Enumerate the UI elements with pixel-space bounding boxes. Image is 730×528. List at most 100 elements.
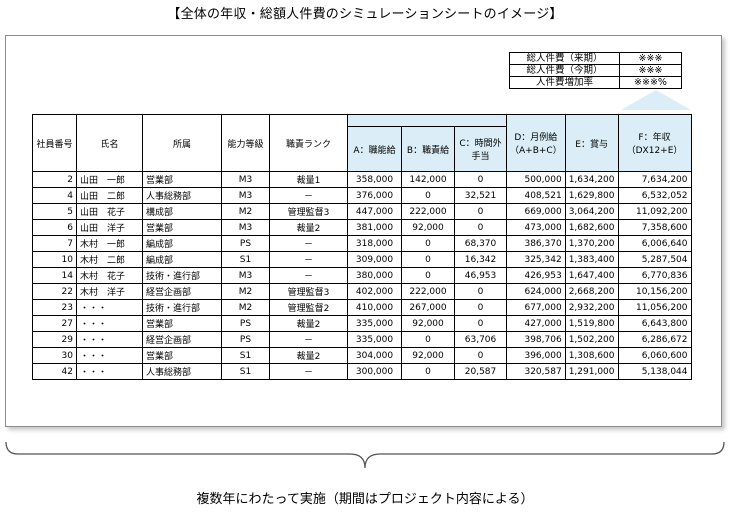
cell-c: 0 bbox=[454, 171, 507, 188]
cell-name: ・・・ bbox=[76, 363, 143, 380]
cell-f: 6,286,672 bbox=[617, 331, 692, 348]
summary-value: ※※※ bbox=[619, 52, 682, 65]
cell-dept: 構成部 bbox=[142, 203, 222, 220]
cell-dept: 編成部 bbox=[142, 235, 222, 252]
cell-a: 402,000 bbox=[347, 283, 402, 300]
summary-row: 総人件費（今期） ※※※ bbox=[509, 64, 682, 77]
header-e: E：賞与 bbox=[564, 114, 619, 172]
cell-a: 335,000 bbox=[347, 331, 402, 348]
cell-id: 14 bbox=[32, 267, 77, 284]
table-row: 42 ・・・ 人事総務部 S1 － 300,000 0 20,587 320,587 1,291,… bbox=[32, 363, 692, 380]
up-arrow-icon bbox=[621, 90, 691, 110]
cell-grade: PS bbox=[221, 315, 270, 332]
cell-id: 5 bbox=[32, 203, 77, 220]
cell-grade: S1 bbox=[221, 347, 270, 364]
brace-icon bbox=[5, 441, 725, 469]
cell-rank: 裁量1 bbox=[269, 171, 348, 188]
header-grade: 能力等級 bbox=[221, 114, 270, 172]
cell-id: 22 bbox=[32, 283, 77, 300]
cell-c: 63,706 bbox=[454, 331, 507, 348]
cell-d: 473,000 bbox=[506, 219, 566, 236]
cell-grade: M3 bbox=[221, 267, 270, 284]
cell-rank: 管理監督2 bbox=[269, 299, 348, 316]
header-d: D：月例給（A+B+C） bbox=[506, 114, 566, 172]
cell-e: 1,647,400 bbox=[564, 267, 619, 284]
cell-id: 7 bbox=[32, 235, 77, 252]
cell-f: 11,056,200 bbox=[617, 299, 692, 316]
cell-dept: 経営企画部 bbox=[142, 331, 222, 348]
cell-c: 46,953 bbox=[454, 267, 507, 284]
table-row: 2 山田 一郎 営業部 M3 裁量1 358,000 142,000 0 500,000 1,63… bbox=[32, 171, 692, 188]
cell-c: 0 bbox=[454, 347, 507, 364]
cell-a: 381,000 bbox=[347, 219, 402, 236]
cell-d: 408,521 bbox=[506, 187, 566, 204]
cell-c: 0 bbox=[454, 299, 507, 316]
cell-grade: M3 bbox=[221, 187, 270, 204]
cell-e: 1,291,000 bbox=[564, 363, 619, 380]
cell-e: 1,634,200 bbox=[564, 171, 619, 188]
cell-dept: 人事総務部 bbox=[142, 187, 222, 204]
cell-c: 0 bbox=[454, 283, 507, 300]
cell-c: 68,370 bbox=[454, 235, 507, 252]
cell-d: 500,000 bbox=[506, 171, 566, 188]
header-group-spacer bbox=[347, 114, 507, 127]
cell-id: 6 bbox=[32, 219, 77, 236]
cell-id: 23 bbox=[32, 299, 77, 316]
cell-d: 398,706 bbox=[506, 331, 566, 348]
cell-e: 1,370,200 bbox=[564, 235, 619, 252]
cell-e: 1,502,200 bbox=[564, 331, 619, 348]
cell-d: 386,370 bbox=[506, 235, 566, 252]
cell-d: 325,342 bbox=[506, 251, 566, 268]
cell-dept: 人事総務部 bbox=[142, 363, 222, 380]
cell-e: 1,629,800 bbox=[564, 187, 619, 204]
cell-f: 6,060,600 bbox=[617, 347, 692, 364]
header-b: B：職責給 bbox=[401, 126, 455, 172]
cell-b: 142,000 bbox=[401, 171, 455, 188]
cell-b: 222,000 bbox=[401, 203, 455, 220]
cell-b: 0 bbox=[401, 267, 455, 284]
cell-id: 10 bbox=[32, 251, 77, 268]
cell-e: 2,668,200 bbox=[564, 283, 619, 300]
table-row: 6 山田 洋子 営業部 M3 裁量2 381,000 92,000 0 473,000 1,682… bbox=[32, 219, 692, 236]
cell-b: 0 bbox=[401, 235, 455, 252]
cell-c: 0 bbox=[454, 315, 507, 332]
cell-b: 0 bbox=[401, 363, 455, 380]
cell-e: 1,383,400 bbox=[564, 251, 619, 268]
cell-name: ・・・ bbox=[76, 331, 143, 348]
cell-c: 0 bbox=[454, 203, 507, 220]
cell-a: 335,000 bbox=[347, 315, 402, 332]
cell-e: 1,308,600 bbox=[564, 347, 619, 364]
cell-name: 木村 一郎 bbox=[76, 235, 143, 252]
cell-grade: M2 bbox=[221, 299, 270, 316]
cell-c: 0 bbox=[454, 219, 507, 236]
cell-f: 6,770,836 bbox=[617, 267, 692, 284]
header-c: C：時間外手当 bbox=[454, 126, 507, 172]
cell-rank: － bbox=[269, 235, 348, 252]
cell-e: 1,519,800 bbox=[564, 315, 619, 332]
cell-b: 0 bbox=[401, 331, 455, 348]
table-row: 30 ・・・ 営業部 S1 裁量2 304,000 92,000 0 396,000 1,308,… bbox=[32, 347, 692, 364]
cell-name: 木村 花子 bbox=[76, 267, 143, 284]
cell-c: 16,342 bbox=[454, 251, 507, 268]
cell-name: 山田 一郎 bbox=[76, 171, 143, 188]
cell-grade: PS bbox=[221, 235, 270, 252]
cell-rank: － bbox=[269, 251, 348, 268]
cell-name: 山田 二郎 bbox=[76, 187, 143, 204]
cell-rank: 管理監督3 bbox=[269, 203, 348, 220]
cell-name: 木村 洋子 bbox=[76, 283, 143, 300]
cell-a: 447,000 bbox=[347, 203, 402, 220]
cell-grade: PS bbox=[221, 331, 270, 348]
cell-b: 92,000 bbox=[401, 347, 455, 364]
table-row: 7 木村 一郎 編成部 PS － 318,000 0 68,370 386,370 1,370,2… bbox=[32, 235, 692, 252]
cell-grade: M3 bbox=[221, 171, 270, 188]
summary-table: 総人件費（来期） ※※※ 総人件費（今期） ※※※ 人件費増加率 ※※※% bbox=[509, 52, 682, 89]
cell-f: 5,287,504 bbox=[617, 251, 692, 268]
cell-id: 4 bbox=[32, 187, 77, 204]
cell-b: 0 bbox=[401, 187, 455, 204]
table-row: 27 ・・・ 営業部 PS 裁量2 335,000 92,000 0 427,000 1,519,… bbox=[32, 315, 692, 332]
cell-a: 376,000 bbox=[347, 187, 402, 204]
cell-dept: 編成部 bbox=[142, 251, 222, 268]
summary-label: 総人件費（今期） bbox=[509, 64, 620, 77]
cell-a: 304,000 bbox=[347, 347, 402, 364]
cell-f: 6,532,052 bbox=[617, 187, 692, 204]
